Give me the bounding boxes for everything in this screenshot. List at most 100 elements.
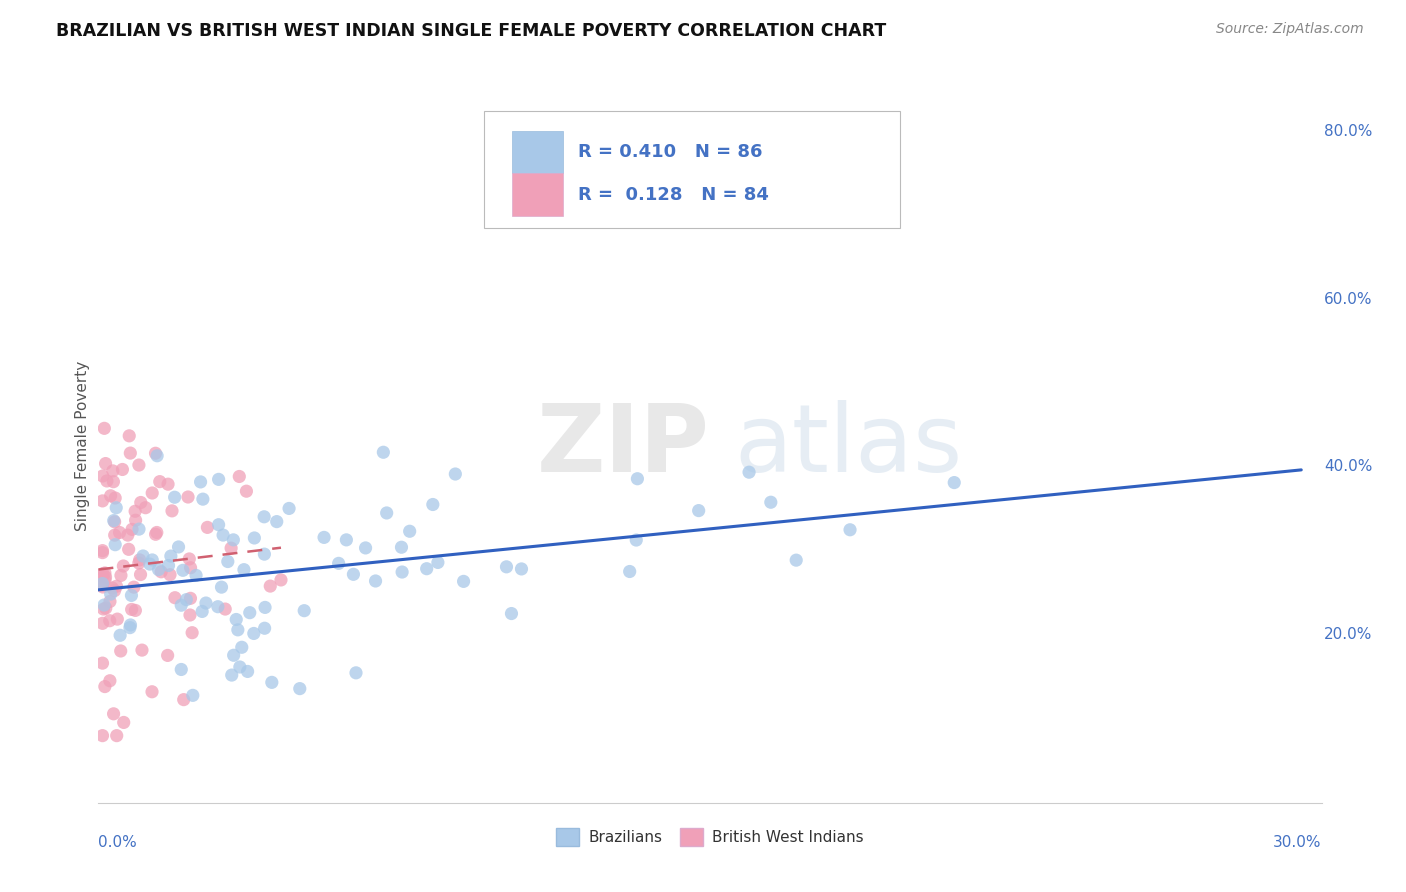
Point bbox=[103, 706, 125, 721]
Point bbox=[270, 573, 292, 587]
Point bbox=[91, 578, 114, 592]
Point bbox=[121, 602, 143, 616]
Point bbox=[222, 648, 245, 663]
Point bbox=[108, 525, 131, 540]
Point bbox=[91, 546, 114, 560]
Point bbox=[91, 469, 114, 483]
Point bbox=[197, 520, 219, 534]
Point bbox=[221, 668, 243, 682]
Point bbox=[93, 602, 115, 616]
Point bbox=[495, 559, 517, 574]
Point bbox=[444, 467, 467, 481]
Point bbox=[132, 549, 155, 563]
Point bbox=[254, 600, 277, 615]
Point bbox=[122, 580, 145, 594]
Point bbox=[94, 574, 117, 588]
Point bbox=[214, 602, 236, 616]
Point bbox=[626, 472, 648, 486]
Point bbox=[415, 562, 437, 576]
Point bbox=[94, 570, 117, 584]
Point bbox=[103, 475, 125, 489]
FancyBboxPatch shape bbox=[512, 173, 564, 216]
Point bbox=[738, 465, 761, 479]
Point bbox=[179, 607, 201, 622]
Point bbox=[160, 549, 183, 563]
Point bbox=[191, 492, 214, 507]
Point bbox=[128, 553, 150, 567]
Point bbox=[98, 594, 121, 608]
Text: 80.0%: 80.0% bbox=[1324, 124, 1372, 138]
Point bbox=[229, 660, 252, 674]
Point bbox=[391, 540, 413, 554]
Point bbox=[94, 680, 117, 694]
Point bbox=[243, 626, 266, 640]
Point bbox=[253, 509, 276, 524]
Point bbox=[100, 587, 122, 601]
Point bbox=[105, 500, 128, 515]
Point bbox=[103, 514, 125, 528]
Point bbox=[145, 527, 167, 541]
Point bbox=[391, 565, 413, 579]
Point bbox=[104, 538, 127, 552]
Point bbox=[131, 643, 153, 657]
Point bbox=[120, 446, 142, 460]
Point bbox=[190, 475, 212, 489]
Text: 20.0%: 20.0% bbox=[1324, 627, 1372, 642]
Point bbox=[342, 567, 364, 582]
Point bbox=[91, 576, 114, 591]
Point bbox=[373, 445, 395, 459]
Point bbox=[160, 504, 183, 518]
Point bbox=[91, 616, 114, 631]
Point bbox=[170, 598, 193, 612]
Point bbox=[176, 592, 198, 607]
Point bbox=[219, 541, 242, 555]
Point bbox=[108, 628, 131, 642]
Point bbox=[91, 656, 114, 670]
Point bbox=[211, 580, 233, 594]
Point bbox=[94, 601, 117, 615]
Legend: Brazilians, British West Indians: Brazilians, British West Indians bbox=[550, 822, 870, 852]
Point bbox=[156, 648, 179, 663]
Point bbox=[96, 474, 118, 488]
Point bbox=[179, 552, 201, 566]
Point bbox=[100, 489, 122, 503]
Point bbox=[422, 498, 444, 512]
Point bbox=[110, 568, 132, 582]
Point bbox=[231, 640, 253, 655]
Point bbox=[112, 715, 135, 730]
Point bbox=[501, 607, 523, 621]
Point bbox=[121, 522, 143, 536]
Point bbox=[91, 580, 114, 594]
Point bbox=[118, 542, 141, 557]
Point bbox=[335, 533, 357, 547]
Point bbox=[134, 500, 156, 515]
FancyBboxPatch shape bbox=[512, 130, 564, 173]
Point bbox=[236, 665, 259, 679]
Point bbox=[101, 464, 124, 478]
Text: 30.0%: 30.0% bbox=[1274, 835, 1322, 850]
Point bbox=[943, 475, 966, 490]
Point bbox=[228, 469, 250, 483]
Text: R =  0.128   N = 84: R = 0.128 N = 84 bbox=[578, 186, 769, 203]
Point bbox=[120, 618, 142, 632]
Point bbox=[145, 446, 167, 460]
Point bbox=[157, 477, 180, 491]
Point bbox=[785, 553, 807, 567]
Point bbox=[112, 559, 135, 574]
Point bbox=[354, 541, 377, 555]
Y-axis label: Single Female Poverty: Single Female Poverty bbox=[75, 361, 90, 531]
Point bbox=[105, 579, 128, 593]
Text: atlas: atlas bbox=[734, 400, 963, 492]
Point bbox=[278, 501, 301, 516]
Point bbox=[217, 555, 239, 569]
Point bbox=[129, 495, 152, 509]
Point bbox=[124, 603, 146, 617]
Point bbox=[239, 606, 262, 620]
Point bbox=[110, 644, 132, 658]
Point bbox=[139, 557, 162, 571]
Point bbox=[364, 574, 387, 588]
Point bbox=[118, 429, 141, 443]
Point bbox=[141, 486, 163, 500]
Point bbox=[398, 524, 420, 539]
Point bbox=[207, 472, 229, 486]
